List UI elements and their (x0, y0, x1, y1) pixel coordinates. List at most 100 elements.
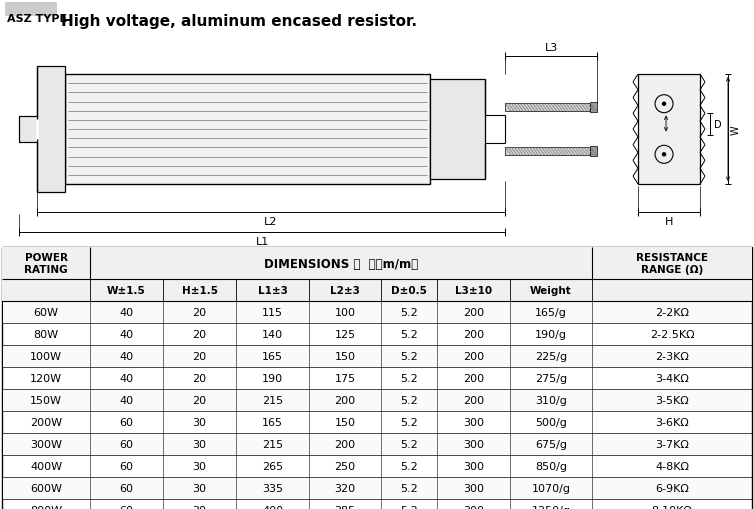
Text: L2: L2 (265, 216, 277, 227)
Text: 200: 200 (463, 395, 484, 405)
Text: 165/g: 165/g (535, 307, 567, 318)
Text: H: H (665, 216, 673, 227)
Text: 4-8KΩ: 4-8KΩ (655, 461, 689, 471)
Text: 5.2: 5.2 (400, 461, 418, 471)
Bar (430, 80, 485, 180)
Text: W±1.5: W±1.5 (107, 286, 146, 295)
Text: 225/g: 225/g (535, 351, 567, 361)
Text: 400: 400 (262, 505, 283, 509)
Text: D: D (714, 119, 722, 129)
Text: L2±3: L2±3 (330, 286, 360, 295)
Text: D±0.5: D±0.5 (391, 286, 427, 295)
Text: 5.2: 5.2 (400, 395, 418, 405)
Text: 300W: 300W (30, 439, 62, 449)
Text: ASZ TYPE: ASZ TYPE (7, 14, 67, 24)
Text: 165: 165 (262, 351, 283, 361)
Bar (65, 75, 430, 185)
Text: 5.2: 5.2 (400, 351, 418, 361)
Text: 675/g: 675/g (535, 439, 567, 449)
Text: 200: 200 (463, 307, 484, 318)
Bar (2, 279, 752, 301)
Bar (3, 433, 751, 455)
Text: 5.2: 5.2 (400, 373, 418, 383)
Bar (19, 117, 37, 143)
Text: 400W: 400W (30, 461, 62, 471)
Text: 80W: 80W (33, 329, 59, 340)
Text: W: W (731, 125, 741, 134)
Text: 310/g: 310/g (535, 395, 567, 405)
Text: 250: 250 (335, 461, 356, 471)
Text: 30: 30 (192, 483, 207, 493)
Text: DIMENSIONS 寸  法（m/m）: DIMENSIONS 寸 法（m/m） (264, 257, 418, 270)
Text: 215: 215 (262, 395, 283, 405)
Circle shape (663, 103, 666, 106)
Text: 600W: 600W (30, 483, 62, 493)
Text: 40: 40 (119, 351, 133, 361)
Text: 1070/g: 1070/g (532, 483, 571, 493)
Text: 5.2: 5.2 (400, 307, 418, 318)
Text: 5.2: 5.2 (400, 417, 418, 427)
Text: 100: 100 (335, 307, 355, 318)
Text: 320: 320 (335, 483, 356, 493)
Text: 2-3KΩ: 2-3KΩ (655, 351, 689, 361)
Text: 215: 215 (262, 439, 283, 449)
Text: 20: 20 (192, 307, 207, 318)
Bar (2, 247, 752, 509)
Text: 300: 300 (463, 505, 484, 509)
Bar (5, 3, 57, 17)
Text: 850/g: 850/g (535, 461, 567, 471)
Text: 120W: 120W (30, 373, 62, 383)
Text: 300: 300 (463, 439, 484, 449)
Text: 190/g: 190/g (535, 329, 567, 340)
Text: 8-10KΩ: 8-10KΩ (651, 505, 692, 509)
Bar (3, 301, 751, 323)
Text: POWER
RATING: POWER RATING (24, 252, 68, 274)
Text: 125: 125 (335, 329, 356, 340)
Text: 200: 200 (463, 351, 484, 361)
Text: 200: 200 (463, 373, 484, 383)
Bar (3, 345, 751, 367)
Text: 165: 165 (262, 417, 283, 427)
Text: 30: 30 (192, 417, 207, 427)
Text: 150: 150 (335, 351, 355, 361)
Bar (2, 247, 752, 279)
Bar (37, 67, 65, 192)
Text: 150: 150 (335, 417, 355, 427)
Text: H±1.5: H±1.5 (182, 286, 217, 295)
Text: 5.2: 5.2 (400, 329, 418, 340)
Text: 60: 60 (119, 505, 133, 509)
Text: 20: 20 (192, 329, 207, 340)
Text: 175: 175 (335, 373, 356, 383)
Text: RESISTANCE
RANGE (Ω): RESISTANCE RANGE (Ω) (636, 252, 708, 274)
Text: 200: 200 (335, 439, 356, 449)
Text: 200W: 200W (30, 417, 62, 427)
Text: 265: 265 (262, 461, 283, 471)
Text: 200: 200 (335, 395, 356, 405)
Text: 275/g: 275/g (535, 373, 567, 383)
Bar (3, 477, 751, 499)
Text: L1: L1 (256, 237, 268, 246)
Text: 30: 30 (192, 439, 207, 449)
Text: 800W: 800W (30, 505, 62, 509)
Bar (590, 147, 597, 157)
Text: 335: 335 (262, 483, 283, 493)
Text: High voltage, aluminum encased resistor.: High voltage, aluminum encased resistor. (61, 14, 417, 29)
Text: 40: 40 (119, 329, 133, 340)
Bar (505, 104, 590, 112)
Text: 150W: 150W (30, 395, 62, 405)
Bar (638, 75, 700, 185)
Text: 40: 40 (119, 373, 133, 383)
Text: 5.2: 5.2 (400, 505, 418, 509)
Bar (505, 148, 590, 156)
Text: 20: 20 (192, 395, 207, 405)
Bar (590, 103, 597, 113)
Text: 60: 60 (119, 417, 133, 427)
Text: 2-2KΩ: 2-2KΩ (655, 307, 689, 318)
Bar (3, 389, 751, 411)
Text: Weight: Weight (530, 286, 572, 295)
Text: 20: 20 (192, 373, 207, 383)
Text: 30: 30 (192, 505, 207, 509)
Text: L3±10: L3±10 (455, 286, 492, 295)
Text: 3-7KΩ: 3-7KΩ (655, 439, 689, 449)
Text: 5.2: 5.2 (400, 483, 418, 493)
